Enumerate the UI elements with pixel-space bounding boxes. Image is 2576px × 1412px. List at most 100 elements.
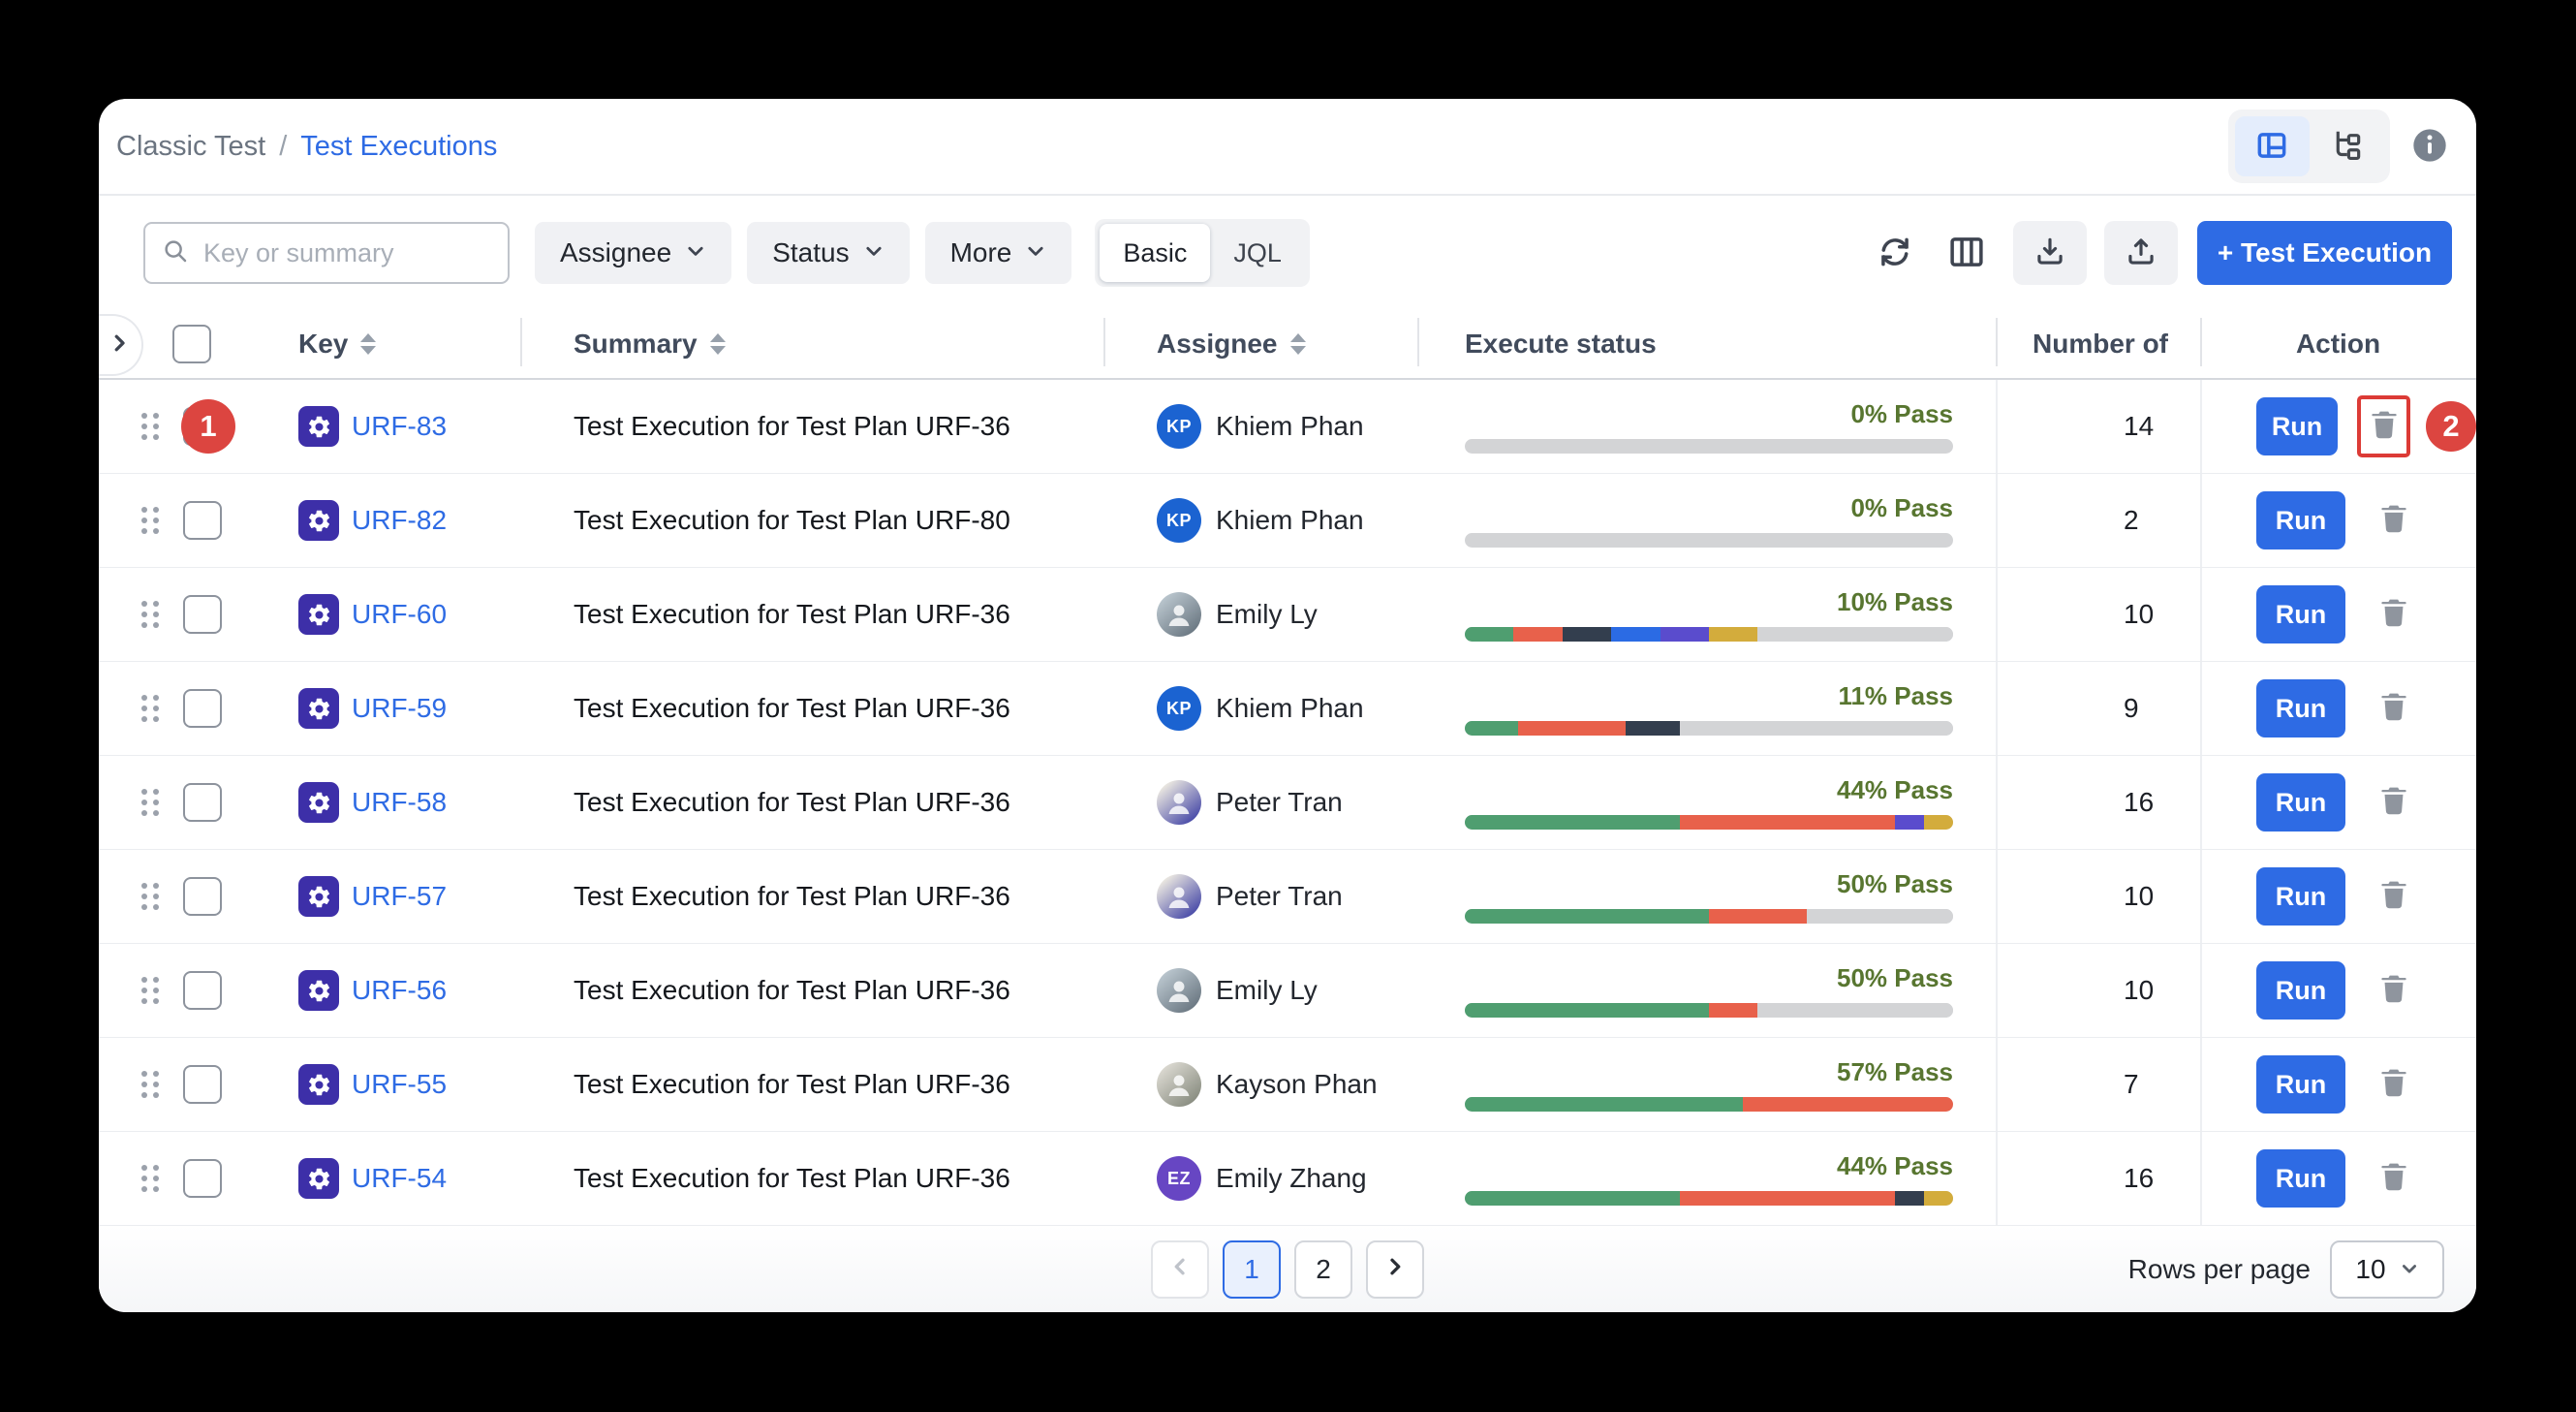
drag-handle[interactable] [141, 883, 159, 910]
search-field[interactable] [143, 222, 510, 284]
summary-text: Test Execution for Test Plan URF-36 [574, 787, 1010, 817]
run-button[interactable]: Run [2256, 961, 2345, 1020]
next-page-button[interactable] [1366, 1239, 1424, 1299]
delete-button[interactable] [2365, 959, 2423, 1021]
sort-icon[interactable] [360, 333, 377, 355]
row-checkbox[interactable] [183, 1159, 222, 1198]
prev-page-button[interactable] [1151, 1239, 1209, 1299]
issue-key-link[interactable]: URF-55 [352, 1069, 448, 1099]
status-segment [1465, 909, 1709, 924]
pass-percentage: 0% Pass [1850, 493, 1953, 522]
run-button[interactable]: Run [2256, 679, 2345, 737]
delete-button[interactable] [2365, 489, 2423, 551]
issue-key-link[interactable]: URF-54 [352, 1163, 448, 1193]
import-button[interactable] [2013, 221, 2087, 285]
pass-percentage: 11% Pass [1838, 681, 1953, 710]
row-checkbox[interactable] [183, 595, 222, 634]
status-segment [1660, 627, 1709, 642]
page-1-button[interactable]: 1 [1223, 1239, 1281, 1299]
chevron-down-icon [1025, 237, 1046, 268]
issue-key-link[interactable]: URF-57 [352, 881, 448, 911]
status-segment [1562, 627, 1612, 642]
assignee-name: Emily Ly [1216, 599, 1318, 629]
row-checkbox[interactable] [183, 501, 222, 540]
issue-key-link[interactable]: URF-59 [352, 693, 448, 723]
trash-icon [2376, 971, 2411, 1011]
page-2-button[interactable]: 2 [1294, 1239, 1352, 1299]
sort-icon[interactable] [1289, 333, 1306, 355]
assignee-name: Kayson Phan [1216, 1069, 1378, 1099]
assignee-name: Emily Ly [1216, 975, 1318, 1005]
status-segment [1708, 627, 1758, 642]
test-execution-type-icon [298, 782, 339, 823]
refresh-icon [1875, 232, 1915, 275]
info-button[interactable] [2410, 127, 2449, 166]
column-header-assignee[interactable]: Assignee [1103, 310, 1417, 378]
row-checkbox[interactable] [183, 689, 222, 728]
jql-mode-option[interactable]: JQL [1233, 237, 1282, 267]
run-button[interactable]: Run [2256, 397, 2339, 455]
column-header-summary[interactable]: Summary [520, 310, 1103, 378]
annotation-step-2: 2 [2426, 401, 2476, 452]
delete-button[interactable] [2357, 395, 2410, 457]
rows-per-page-select[interactable]: 10 [2330, 1239, 2444, 1299]
export-button[interactable] [2104, 221, 2178, 285]
run-button[interactable]: Run [2256, 773, 2345, 832]
row-checkbox[interactable] [183, 877, 222, 916]
row-checkbox[interactable] [183, 971, 222, 1010]
status-segment [1679, 815, 1895, 830]
sort-icon[interactable] [709, 333, 726, 355]
columns-button[interactable] [1941, 222, 1992, 284]
assignee-filter-button[interactable]: Assignee [535, 222, 732, 284]
status-segment [1923, 815, 1953, 830]
table-view-button[interactable] [2235, 116, 2310, 176]
issue-key-link[interactable]: URF-82 [352, 505, 448, 535]
issue-key-link[interactable]: URF-58 [352, 787, 448, 817]
tree-view-button[interactable] [2310, 116, 2384, 176]
select-all-checkbox[interactable] [172, 325, 211, 363]
drag-handle[interactable] [141, 413, 159, 440]
status-filter-button[interactable]: Status [747, 222, 910, 284]
drag-handle[interactable] [141, 601, 159, 628]
column-header-action: Action [2200, 310, 2476, 378]
refresh-button[interactable] [1870, 222, 1920, 284]
delete-button[interactable] [2365, 771, 2423, 833]
run-button[interactable]: Run [2256, 1149, 2345, 1208]
row-checkbox[interactable] [183, 783, 222, 822]
drag-handle[interactable] [141, 789, 159, 816]
breadcrumb-current[interactable]: Test Executions [300, 130, 498, 162]
run-button[interactable]: Run [2256, 585, 2345, 643]
drag-handle[interactable] [141, 507, 159, 534]
status-segment [1465, 1097, 1744, 1112]
column-header-key[interactable]: Key [233, 310, 520, 378]
delete-button[interactable] [2365, 583, 2423, 645]
issue-key-link[interactable]: URF-60 [352, 599, 448, 629]
status-segment [1465, 815, 1680, 830]
delete-button[interactable] [2365, 1053, 2423, 1115]
avatar [1157, 874, 1201, 919]
top-bar: Classic Test / Test Executions [99, 99, 2476, 196]
table-body: URF-83 Test Execution for Test Plan URF-3… [99, 380, 2476, 1226]
row-checkbox[interactable] [183, 1065, 222, 1104]
drag-handle[interactable] [141, 695, 159, 722]
delete-button[interactable] [2365, 1147, 2423, 1209]
add-test-execution-button[interactable]: + Test Execution [2197, 221, 2452, 285]
chevron-right-icon [109, 331, 132, 360]
basic-mode-option[interactable]: Basic [1100, 224, 1211, 282]
drag-handle[interactable] [141, 1165, 159, 1192]
delete-button[interactable] [2365, 677, 2423, 739]
columns-icon [1946, 232, 1987, 275]
delete-button[interactable] [2365, 865, 2423, 927]
number-of-tests: 10 [1996, 568, 2200, 661]
search-input[interactable] [202, 236, 492, 269]
run-button[interactable]: Run [2256, 867, 2345, 926]
more-filter-button[interactable]: More [924, 222, 1072, 284]
drag-handle[interactable] [141, 977, 159, 1004]
breadcrumb-project[interactable]: Classic Test [116, 130, 266, 162]
run-button[interactable]: Run [2256, 491, 2345, 549]
run-button[interactable]: Run [2256, 1055, 2345, 1114]
drag-handle[interactable] [141, 1071, 159, 1098]
column-header-number-of-tests: Number of [1996, 310, 2200, 378]
issue-key-link[interactable]: URF-83 [352, 411, 448, 441]
issue-key-link[interactable]: URF-56 [352, 975, 448, 1005]
